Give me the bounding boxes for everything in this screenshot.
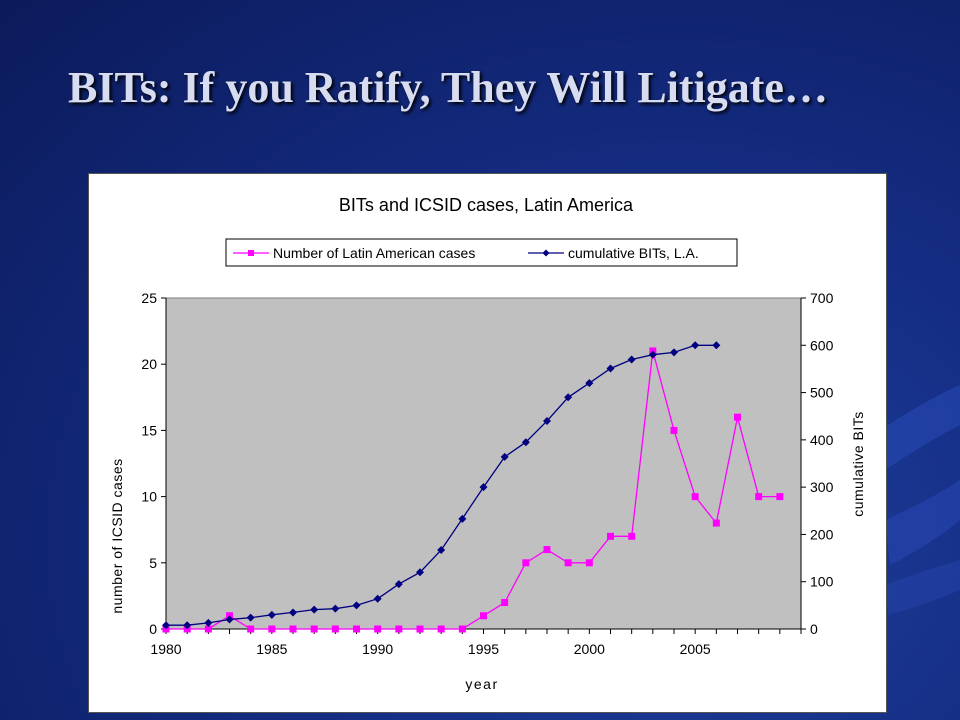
cases-point	[691, 493, 699, 501]
bits-point	[437, 546, 446, 555]
chart-container: BITs and ICSID cases, Latin America Numb…	[88, 173, 887, 713]
cases-point	[480, 612, 487, 620]
y2-tick-label: 100	[810, 574, 834, 590]
bits-point	[331, 604, 340, 613]
cases-point	[416, 625, 424, 633]
x-tick-label: 1995	[468, 641, 499, 657]
bits-point	[500, 452, 509, 461]
x-axis-label: year	[465, 676, 498, 692]
cases-point	[437, 625, 445, 633]
bits-point	[373, 594, 382, 603]
bits-point	[416, 568, 424, 577]
cases-point	[522, 559, 530, 567]
cases-point	[247, 625, 255, 633]
bits-point	[267, 610, 276, 619]
y-tick-label: 20	[141, 356, 157, 372]
legend-cases-label: Number of Latin American cases	[273, 245, 475, 261]
bits-point	[458, 514, 467, 523]
y2-tick-label: 500	[810, 385, 834, 401]
x-tick-label: 2000	[574, 641, 605, 657]
bits-point	[543, 416, 551, 425]
x-tick-label: 1980	[150, 641, 181, 657]
cases-point	[310, 625, 318, 633]
y-tick-label: 25	[141, 290, 157, 306]
cases-point	[628, 532, 636, 540]
y-tick-label: 15	[141, 422, 157, 438]
legend-bits-marker	[542, 249, 550, 257]
y2-tick-label: 600	[810, 337, 834, 353]
chart-content: 0 5 10 15 20 25 0 100 200 300 400 500 600 700 1980 1985…	[141, 290, 833, 657]
bits-point	[521, 438, 530, 447]
cases-point	[585, 559, 593, 567]
bits-point	[225, 615, 234, 624]
y-tick-label: 5	[149, 555, 157, 571]
cases-point	[607, 532, 614, 540]
slide-title: BITs: If you Ratify, They Will Litigate…	[68, 63, 828, 112]
y2-axis-label: cumulative BITs	[850, 411, 866, 517]
cases-point	[268, 625, 276, 633]
bits-point	[246, 613, 255, 622]
bits-point	[204, 618, 213, 627]
y2-tick-label: 300	[810, 479, 834, 495]
bits-point	[648, 350, 657, 359]
bits-point	[479, 483, 488, 492]
bits-point	[606, 364, 615, 373]
plot-area	[165, 297, 802, 630]
bits-point	[564, 393, 573, 402]
cases-point	[543, 546, 551, 554]
cases-point	[353, 625, 360, 633]
cases-point	[289, 625, 297, 633]
legend-cases-marker	[248, 250, 254, 256]
cases-point	[755, 493, 763, 501]
y-tick-label: 10	[141, 489, 157, 505]
bits-point	[585, 379, 594, 388]
y2-tick-label: 0	[810, 621, 818, 637]
legend-box	[225, 238, 738, 267]
series-line-cases	[166, 350, 780, 630]
x-tick-label: 2005	[680, 641, 711, 657]
cases-point	[395, 625, 403, 633]
cases-point	[734, 413, 741, 421]
bits-point	[183, 621, 192, 630]
legend-bits-label: cumulative BITs, L.A.	[568, 245, 699, 261]
x-tick-label: 1990	[362, 641, 393, 657]
bits-point	[394, 580, 403, 589]
cases-point	[331, 625, 339, 633]
bits-point	[691, 341, 700, 350]
bits-point	[310, 605, 319, 614]
chart-svg: BITs and ICSID cases, Latin America Numb…	[109, 195, 866, 692]
cases-point	[458, 625, 466, 633]
cases-point	[501, 599, 509, 607]
y2-tick-label: 200	[810, 526, 834, 542]
bits-point	[289, 608, 297, 617]
cases-point	[204, 625, 212, 633]
y-axis-label: number of ICSID cases	[109, 458, 125, 613]
legend: Number of Latin American cases cumulativ…	[225, 238, 738, 267]
bits-point	[670, 348, 678, 357]
x-tick-label: 1985	[256, 641, 287, 657]
y2-tick-label: 400	[810, 432, 834, 448]
cases-point	[670, 426, 678, 434]
cases-point	[712, 519, 720, 527]
bits-point	[712, 341, 721, 350]
bits-point	[627, 355, 636, 364]
bits-point	[352, 601, 361, 610]
cases-point	[564, 559, 572, 567]
y-tick-label: 0	[149, 621, 157, 637]
bits-point	[162, 621, 170, 630]
cases-point	[374, 625, 382, 633]
chart-title: BITs and ICSID cases, Latin America	[339, 195, 634, 215]
cases-point	[776, 493, 784, 501]
y2-tick-label: 700	[810, 290, 834, 306]
